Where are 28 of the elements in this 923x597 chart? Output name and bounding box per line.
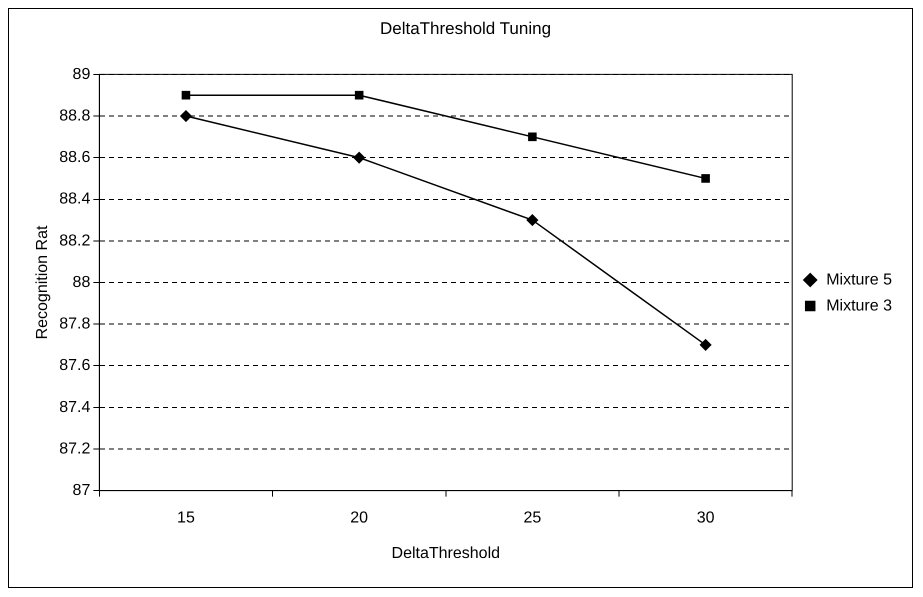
- x-tick-label: 20: [350, 510, 368, 527]
- y-tick-label: 87.4: [59, 398, 90, 416]
- y-tick-label: 88.8: [59, 107, 90, 124]
- legend-label: Mixture 5: [826, 271, 892, 288]
- point: [701, 174, 710, 183]
- y-tick-label: 88.6: [59, 149, 90, 166]
- y-axis-title: Recognition Rat: [34, 225, 52, 340]
- y-tick-label: 87.2: [59, 440, 90, 458]
- y-tick-label: 87.6: [59, 357, 90, 374]
- point: [526, 214, 538, 226]
- chart-title: DeltaThreshold Tuning: [380, 18, 552, 38]
- x-tick-label: 25: [523, 510, 542, 527]
- point: [182, 90, 190, 100]
- point: [353, 152, 365, 164]
- y-tick-label: 87.8: [59, 316, 90, 333]
- point: [700, 339, 712, 351]
- legend-label: Mixture 3: [826, 297, 892, 314]
- point: [528, 132, 537, 142]
- point: [354, 90, 364, 100]
- y-tick-label: 87: [72, 482, 90, 500]
- y-tick-label: 88.2: [59, 232, 90, 250]
- x-tick-label: 30: [696, 510, 715, 527]
- x-tick-label: 15: [177, 510, 195, 527]
- x-axis-title: DeltaThreshold: [392, 544, 500, 562]
- point: [180, 110, 192, 122]
- y-tick-label: 88: [72, 274, 90, 291]
- y-tick-label: 89: [72, 66, 90, 83]
- y-tick-label: 88.4: [59, 190, 90, 208]
